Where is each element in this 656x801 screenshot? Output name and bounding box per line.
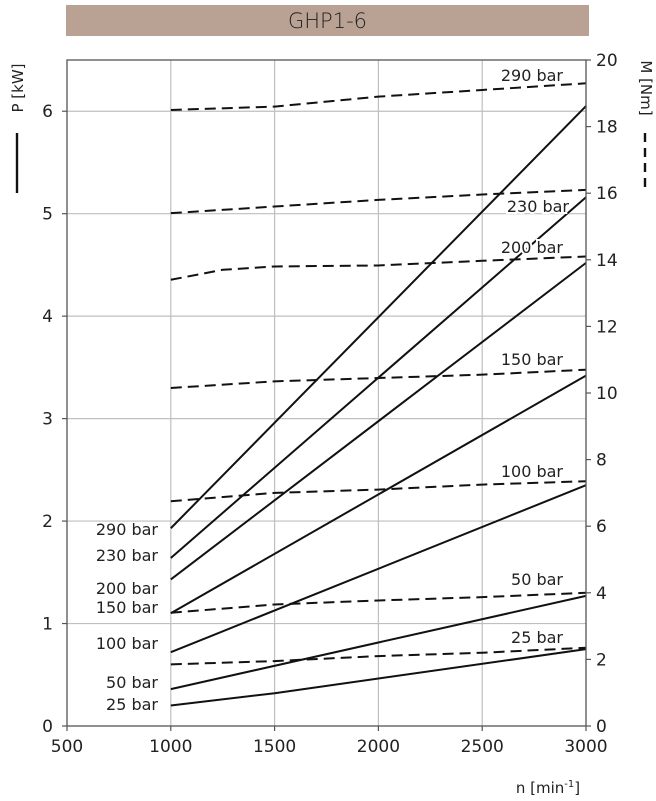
power-curve-label: 290 bar [96, 520, 159, 539]
torque-line-230-bar [170, 188, 587, 215]
axes-group: 500 1000 1500 2000 2500 300001234560246810121… [42, 51, 617, 757]
y-right-axis-label: M [Nm] [637, 60, 655, 115]
x-tick-label: 2000 [357, 737, 400, 757]
torque-line-25-bar [170, 646, 587, 666]
y-right-tick-label: 6 [596, 517, 607, 537]
x-tick-label: 500 [51, 737, 83, 757]
y-left-tick-label: 6 [42, 102, 53, 122]
x-axis-label-main: n [min [516, 779, 564, 797]
power-curve-label: 50 bar [106, 673, 158, 692]
y-right-tick-label: 8 [596, 451, 607, 471]
chart-title: GHP1-6 [66, 5, 589, 36]
power-line-150-bar [170, 374, 587, 615]
x-axis-label-close: ] [574, 779, 580, 797]
y-left-tick-label: 5 [42, 205, 53, 225]
power-curve-label: 150 bar [96, 598, 159, 617]
grid-lines [67, 60, 586, 726]
x-axis-label: n [min-1] [516, 779, 580, 797]
torque-line-200-bar [170, 255, 587, 281]
x-tick-label: 1000 [149, 737, 192, 757]
y-right-tick-label: 10 [596, 384, 618, 404]
y-left-tick-label: 0 [42, 717, 53, 737]
power-line-100-bar [170, 484, 587, 654]
power-line-200-bar [170, 262, 587, 581]
power-curve-label: 230 bar [96, 546, 159, 565]
x-tick-label: 2500 [461, 737, 504, 757]
y-left-tick-label: 3 [42, 410, 53, 430]
power-line-290-bar [170, 105, 587, 529]
torque-curve-label: 50 bar [511, 570, 563, 589]
torque-line-100-bar [170, 480, 587, 503]
x-tick-label: 1500 [253, 737, 296, 757]
x-axis-label-sup: -1 [564, 779, 574, 790]
torque-curve-label: 150 bar [501, 350, 564, 369]
power-line-25-bar [170, 648, 587, 707]
plot-frame [66, 59, 587, 727]
torque-curve-label: 230 bar [507, 197, 570, 216]
y-right-tick-label: 4 [596, 584, 607, 604]
y-right-tick-label: 2 [596, 650, 607, 670]
power-curve-label: 200 bar [96, 579, 159, 598]
torque-curve-label: 25 bar [511, 628, 563, 647]
labels-group: P [kW] M [Nm] n [min-1] 290 bar 230 bar 200 b… [9, 60, 655, 797]
torque-curve-label: 100 bar [501, 462, 564, 481]
torque-line-150-bar [170, 368, 587, 390]
torque-line-290-bar [170, 82, 587, 111]
power-curve-label: 100 bar [96, 634, 159, 653]
y-right-tick-label: 16 [596, 184, 618, 204]
torque-line-50-bar [170, 591, 587, 614]
y-left-tick-label: 2 [42, 512, 53, 532]
y-left-tick-label: 4 [42, 307, 53, 327]
y-right-tick-label: 0 [596, 717, 607, 737]
torque-curve-label: 290 bar [501, 66, 564, 85]
y-right-tick-label: 18 [596, 118, 618, 138]
x-tick-label: 3000 [564, 737, 607, 757]
power-line-50-bar [170, 594, 587, 691]
y-right-tick-label: 12 [596, 317, 618, 337]
torque-curve-label: 200 bar [501, 238, 564, 257]
series-group [170, 82, 587, 707]
power-curve-label: 25 bar [106, 695, 158, 714]
y-left-tick-label: 1 [42, 615, 53, 635]
y-right-tick-label: 20 [596, 51, 618, 71]
y-left-axis-label: P [kW] [9, 63, 27, 112]
y-right-tick-label: 14 [596, 251, 618, 271]
